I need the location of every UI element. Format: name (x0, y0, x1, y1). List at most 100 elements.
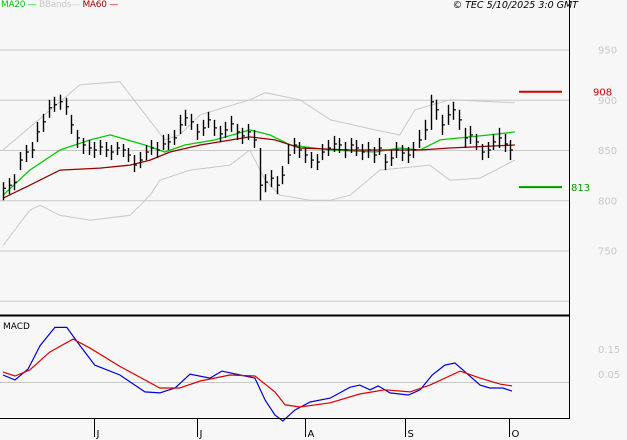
indicator-lines (2, 81, 516, 246)
price-bar (122, 143, 126, 158)
price-bar (13, 174, 17, 191)
price-bar (492, 133, 496, 150)
y-tick-label: 850 (598, 146, 617, 157)
price-bar (150, 139, 154, 156)
price-bar (133, 155, 137, 173)
price-bar (412, 141, 416, 159)
legend-ma20: MA20 (1, 0, 26, 10)
price-bar (441, 114, 445, 135)
x-tick-label: O (512, 429, 520, 440)
price-bar (401, 144, 405, 162)
x-tick-label: A (308, 429, 315, 440)
price-bar (105, 141, 109, 158)
price-bar (202, 119, 206, 136)
macd-title: MACD (3, 322, 30, 332)
price-bar (390, 150, 394, 167)
legend-bbands: BBands (39, 0, 72, 10)
price-bar (452, 101, 456, 120)
price-bar (367, 141, 371, 159)
price-bar (395, 141, 399, 159)
series-bbands-lower (2, 149, 516, 246)
price-bar (110, 144, 114, 161)
legend-ma20-swatch: — (25, 0, 37, 10)
price-bar (270, 170, 274, 188)
macd-tick-label: 0.15 (598, 345, 620, 356)
price-bar (167, 133, 171, 150)
price-bar (190, 113, 194, 130)
price-bar (213, 119, 217, 136)
price-bar (65, 97, 69, 115)
price-bar (321, 143, 325, 161)
price-bar (241, 127, 245, 144)
price-bars (2, 94, 513, 201)
price-bar (384, 154, 388, 171)
x-tick-label: J (96, 429, 100, 440)
copyright-timestamp: © TEC 5/10/2025 3:0 GMT (452, 0, 578, 11)
price-bar (298, 141, 302, 159)
legend-ma60: MA60 (82, 0, 107, 10)
price-bar (435, 99, 439, 120)
y-tick-label: 800 (598, 196, 617, 207)
price-bar (99, 139, 103, 156)
price-bar (31, 141, 35, 159)
price-bar (116, 141, 120, 156)
price-bar (253, 129, 257, 148)
price-bar (230, 115, 234, 132)
y-tick-label: 750 (598, 247, 617, 258)
price-bar (281, 166, 285, 185)
price-bar (173, 129, 177, 145)
price-bar (207, 111, 211, 128)
price-bar (59, 94, 63, 110)
price-bar (247, 123, 251, 140)
price-bar (145, 144, 149, 161)
price-bar (259, 147, 263, 201)
price-bar (327, 139, 331, 157)
macd-panel: 0.15 0.05 (0, 326, 620, 422)
price-bar (48, 99, 52, 118)
level-label-813: 813 (571, 183, 590, 194)
price-bar (236, 123, 240, 140)
price-bar (2, 182, 6, 201)
macd-series-signal (2, 338, 513, 408)
price-bar (42, 113, 46, 132)
price-bar (498, 127, 502, 148)
price-bar (355, 139, 359, 157)
price-bar (88, 139, 92, 156)
legend-ma60-swatch: — (106, 0, 118, 10)
price-bar (219, 125, 223, 142)
price-bar (430, 94, 434, 130)
price-bar (70, 114, 74, 134)
price-bar (276, 176, 280, 195)
price-bar (53, 96, 57, 112)
price-bar (481, 143, 485, 161)
price-bar (338, 137, 342, 154)
x-tick-label: J (199, 429, 203, 440)
legend: MA20 — BBands— MA60 — (1, 0, 118, 10)
macd-series-macd (2, 326, 513, 422)
series-ma20 (2, 129, 515, 196)
price-bar (19, 152, 23, 171)
price-bar (504, 133, 508, 153)
price-bar (509, 139, 513, 161)
price-bar (333, 135, 337, 153)
price-bar (447, 104, 451, 125)
price-bar (184, 109, 188, 126)
price-axis: 950 900 850 800 750 (598, 46, 617, 258)
legend-bbands-swatch: — (71, 0, 80, 10)
price-bar (293, 137, 297, 155)
price-bar (304, 146, 308, 164)
price-bar (316, 154, 320, 171)
price-bar (25, 144, 29, 163)
price-bar (36, 121, 40, 142)
price-bar (264, 174, 268, 193)
y-tick-label: 900 (598, 96, 617, 107)
macd-tick-label: 0.05 (598, 370, 620, 381)
price-bar (8, 178, 12, 195)
level-label-908: 908 (593, 88, 612, 99)
price-bar (373, 146, 377, 164)
price-bar (93, 141, 97, 159)
price-bar (162, 134, 166, 150)
